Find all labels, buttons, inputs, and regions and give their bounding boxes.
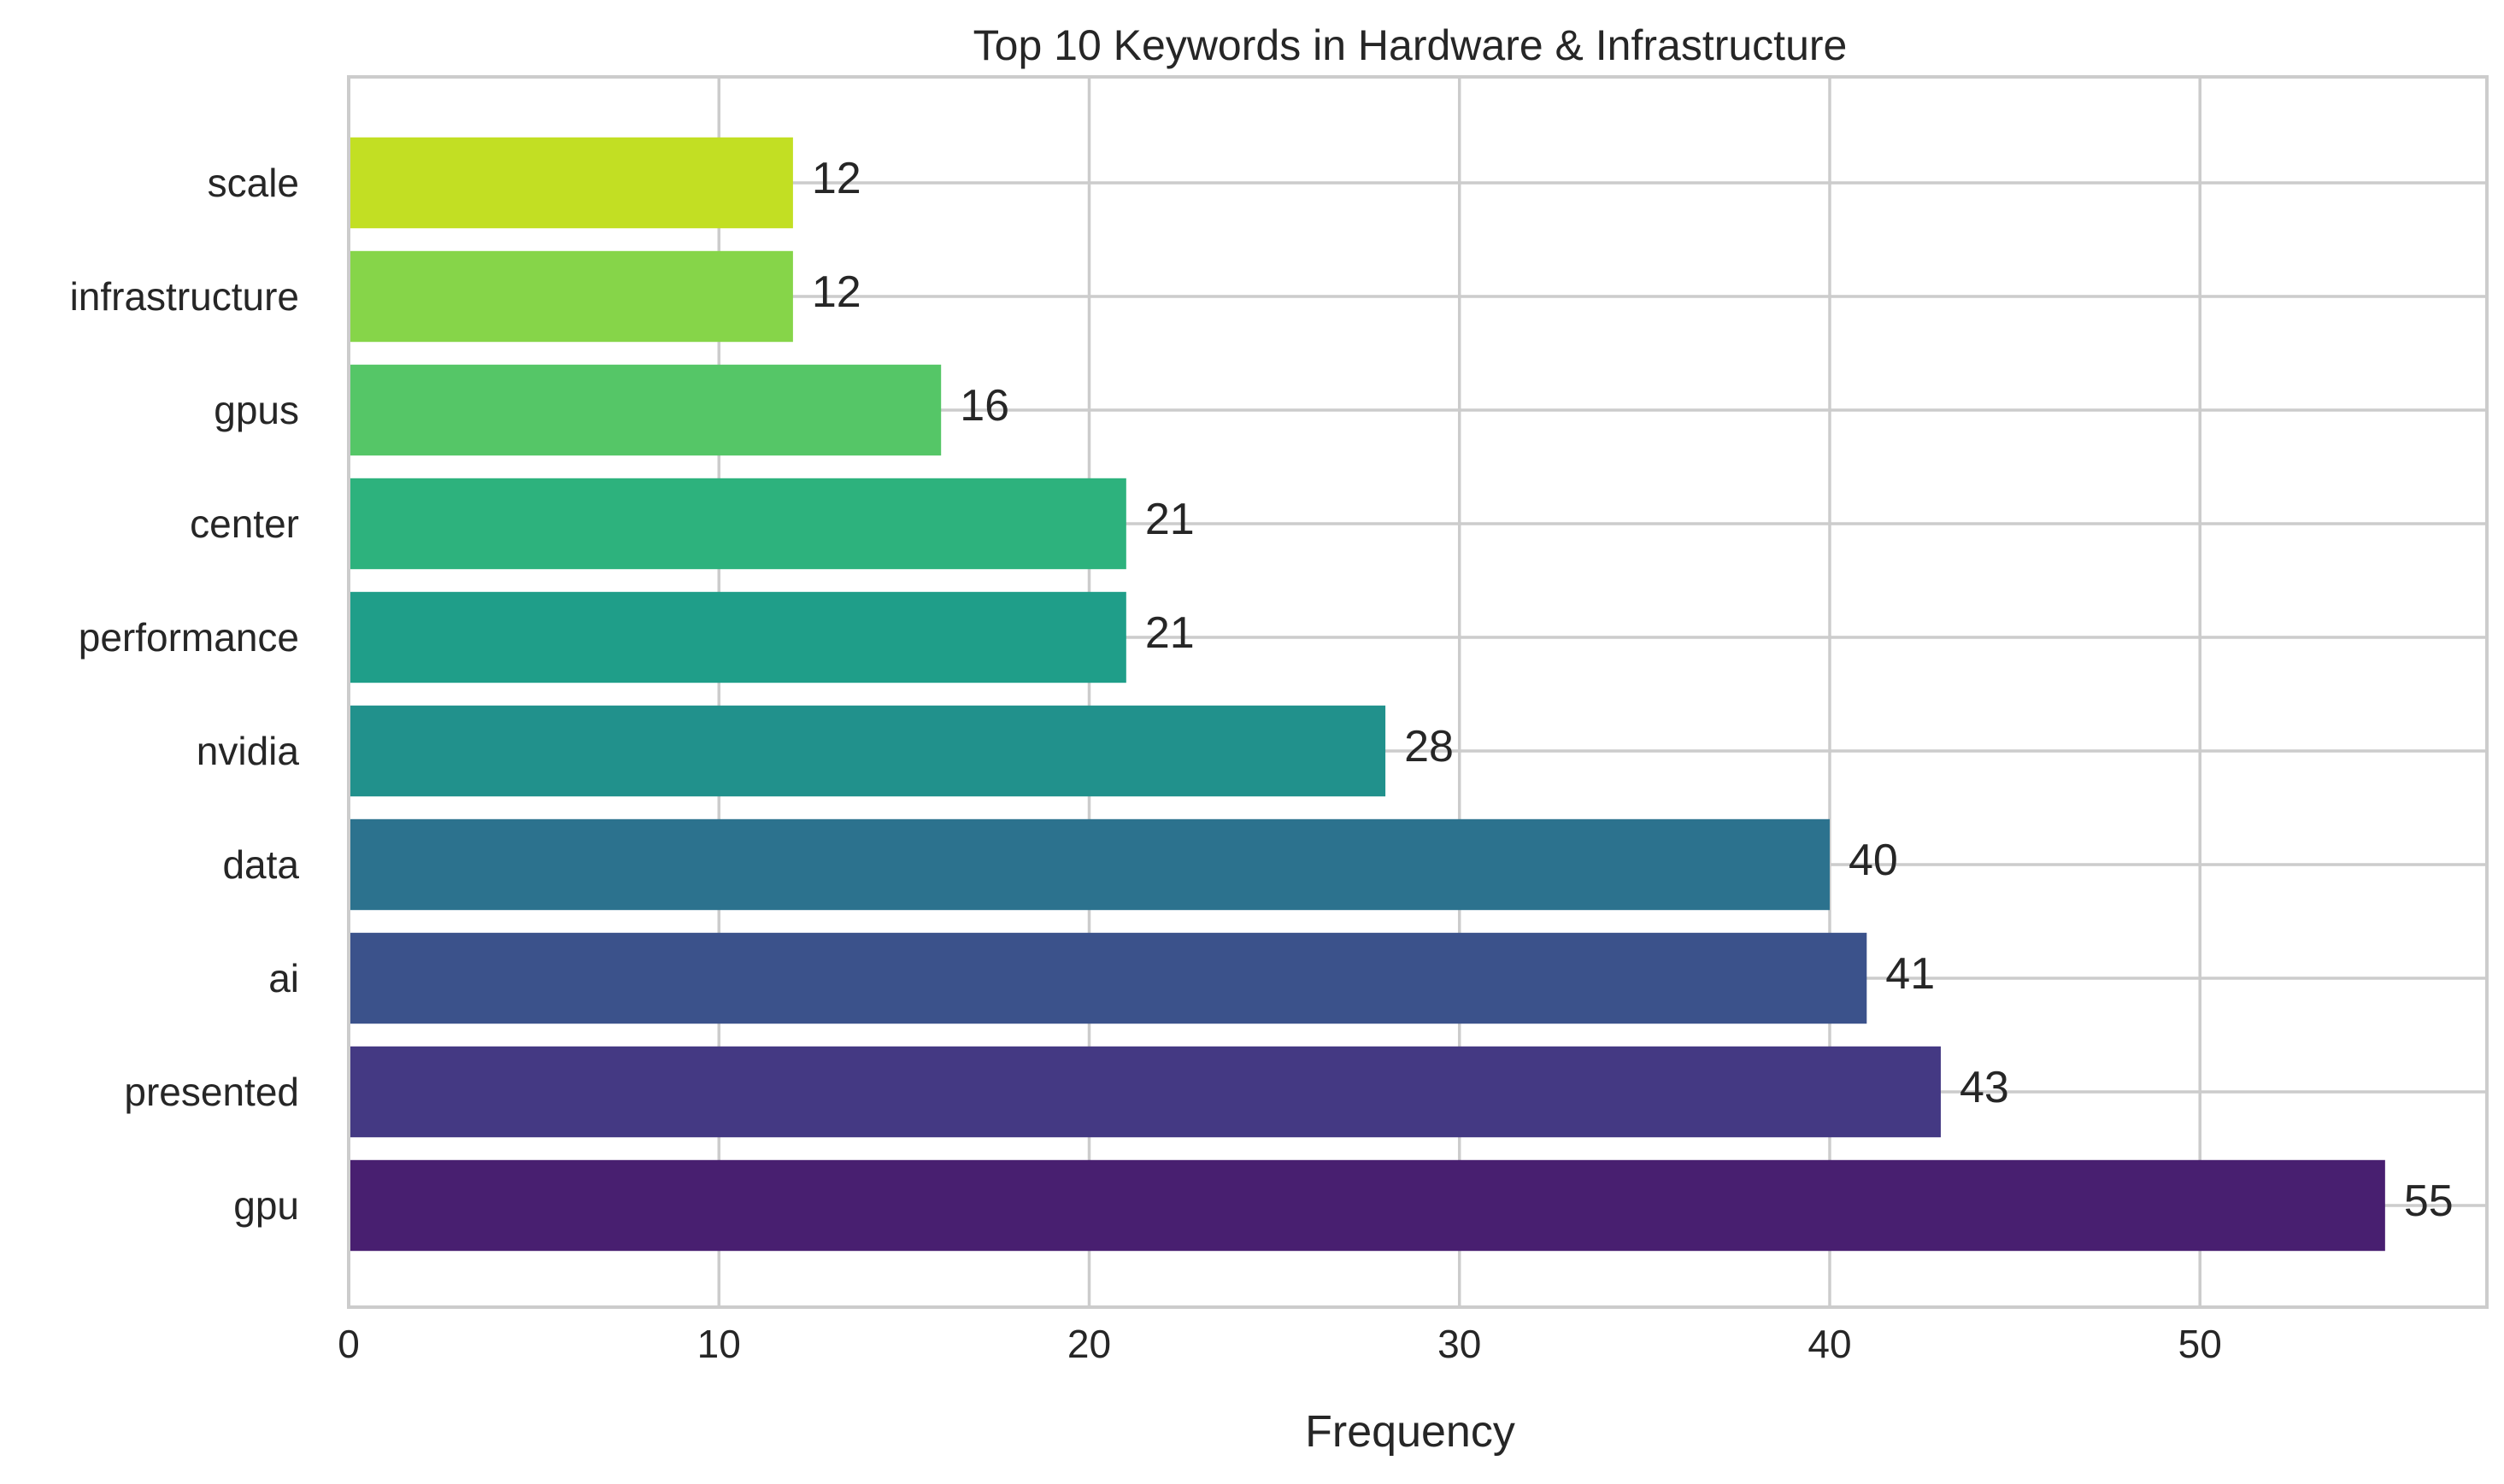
y-tick-label-ai: ai — [268, 956, 299, 1000]
bar-data — [349, 818, 1830, 911]
x-tick-label-10: 10 — [697, 1322, 741, 1366]
y-tick-label-gpus: gpus — [214, 388, 299, 432]
plot-frame — [347, 75, 2489, 1309]
bar-value-labels: 55 43 41 40 28 21 21 16 12 12 — [812, 154, 2454, 1226]
x-tick-label-30: 30 — [1437, 1322, 1481, 1366]
bar-value-label-scale: 12 — [812, 154, 861, 203]
bar-presented — [349, 1046, 1941, 1138]
bar-value-label-ai: 41 — [1885, 949, 1935, 999]
y-tick-label-nvidia: nvidia — [197, 729, 300, 773]
y-tick-label-scale: scale — [208, 161, 299, 205]
bar-infrastructure — [349, 250, 793, 343]
y-tick-label-presented: presented — [124, 1070, 299, 1114]
y-tick-labels: gpu presented ai data nvidia performance cente… — [70, 161, 300, 1228]
bar-ai — [349, 932, 1867, 1024]
bar-value-label-infrastructure: 12 — [812, 267, 861, 317]
bar-gpus — [349, 364, 942, 456]
bar-scale — [349, 137, 793, 229]
bar-value-label-performance: 21 — [1145, 608, 1195, 658]
y-tick-label-gpu: gpu — [233, 1183, 299, 1228]
y-tick-label-performance: performance — [79, 615, 299, 660]
x-tick-label-20: 20 — [1067, 1322, 1111, 1366]
bar-value-label-nvidia: 28 — [1404, 722, 1454, 771]
y-tick-label-infrastructure: infrastructure — [70, 274, 299, 319]
bar-value-label-presented: 43 — [1960, 1063, 2009, 1112]
bar-value-label-gpu: 55 — [2404, 1176, 2454, 1226]
y-tick-label-data: data — [222, 842, 299, 887]
bar-value-label-gpus: 16 — [960, 381, 1009, 431]
bars — [349, 137, 2385, 1252]
bar-center — [349, 478, 1126, 570]
bar-nvidia — [349, 705, 1386, 797]
x-tick-label-0: 0 — [338, 1322, 360, 1366]
bar-value-label-data: 40 — [1849, 836, 1898, 885]
bar-gpu — [349, 1159, 2385, 1252]
x-tick-labels: 0 10 20 30 40 50 — [338, 1322, 2222, 1366]
y-tick-label-center: center — [190, 502, 299, 546]
bar-performance — [349, 591, 1126, 683]
x-tick-label-50: 50 — [2178, 1322, 2222, 1366]
x-tick-label-40: 40 — [1807, 1322, 1851, 1366]
x-axis-label: Frequency — [1305, 1407, 1515, 1457]
bar-value-label-center: 21 — [1145, 495, 1195, 544]
chart-title: Top 10 Keywords in Hardware & Infrastruc… — [973, 21, 1848, 69]
